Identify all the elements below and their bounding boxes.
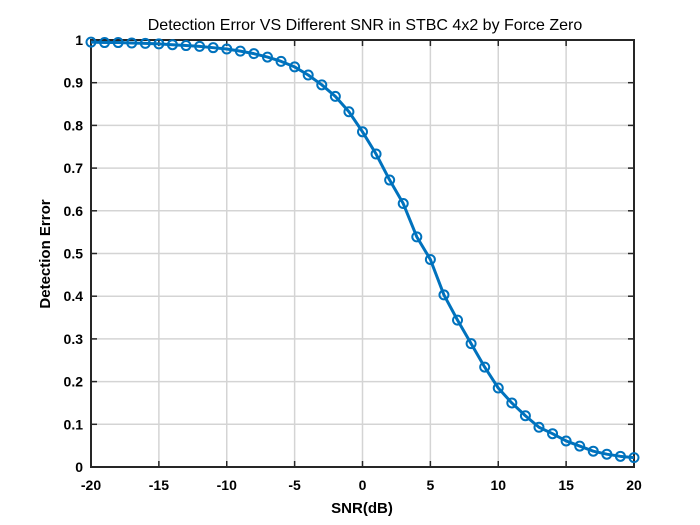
y-tick-label: 0.5 xyxy=(64,246,84,262)
x-tick-label: -10 xyxy=(217,477,237,493)
data-point-marker xyxy=(519,410,531,422)
data-point-marker xyxy=(112,37,124,49)
data-point-marker xyxy=(411,231,423,243)
data-point-marker xyxy=(248,48,260,60)
data-point-marker xyxy=(316,79,328,91)
data-point-marker xyxy=(275,55,287,67)
data-point-marker xyxy=(139,37,151,49)
x-tick-label: -5 xyxy=(288,477,301,493)
axes: -20 -15 -10 -5 0 5 10 15 20 0 0.1 0.2 0.3 0.4 0.5 0.6 0.… xyxy=(64,32,642,493)
data-point-marker xyxy=(384,174,396,186)
data-point-marker xyxy=(357,126,368,138)
y-axis-label: Detection Error xyxy=(37,199,54,308)
data-point-marker xyxy=(234,45,246,57)
x-tick-label: 5 xyxy=(426,477,434,493)
y-tick-label: 0.8 xyxy=(64,117,84,133)
data-series xyxy=(85,36,640,464)
x-tick-label: 0 xyxy=(359,477,367,493)
y-tick-label: 1 xyxy=(75,32,83,48)
data-point-marker xyxy=(547,428,559,440)
x-tick-label: 10 xyxy=(490,477,506,493)
y-tick-label: 0.2 xyxy=(64,374,84,390)
data-point-marker xyxy=(166,39,178,51)
data-point-marker xyxy=(207,42,219,54)
x-tick-label: -15 xyxy=(149,477,169,493)
x-tick-label: 20 xyxy=(626,477,642,493)
data-point-marker xyxy=(261,51,273,63)
x-axis-label: SNR(dB) xyxy=(331,500,393,517)
x-tick-label: 15 xyxy=(558,477,574,493)
data-point-marker xyxy=(221,43,233,55)
data-point-marker xyxy=(424,253,436,265)
x-tick-label: -20 xyxy=(81,477,101,493)
data-point-marker xyxy=(343,106,355,118)
chart-title: Detection Error VS Different SNR in STBC… xyxy=(148,17,583,34)
data-point-marker xyxy=(452,314,464,326)
data-point-marker xyxy=(560,435,572,447)
data-point-marker xyxy=(628,452,640,464)
data-point-marker xyxy=(180,40,192,52)
y-tick-label: 0.1 xyxy=(64,416,84,432)
data-point-marker xyxy=(465,338,477,350)
data-point-marker xyxy=(492,382,504,394)
data-point-marker xyxy=(397,198,409,210)
data-point-marker xyxy=(289,61,301,73)
data-point-marker xyxy=(479,361,491,373)
y-tick-label: 0.4 xyxy=(64,288,84,304)
data-point-marker xyxy=(533,421,545,433)
data-point-marker xyxy=(126,37,138,49)
data-point-marker xyxy=(85,36,97,48)
y-tick-label: 0.9 xyxy=(64,75,84,91)
data-point-marker xyxy=(506,397,518,409)
y-tick-label: 0.3 xyxy=(64,331,84,347)
data-point-marker xyxy=(438,289,450,301)
data-point-marker xyxy=(153,38,165,50)
data-point-marker xyxy=(370,148,382,160)
y-tick-label: 0.6 xyxy=(64,203,84,219)
data-point-marker xyxy=(587,445,599,457)
data-point-marker xyxy=(99,37,111,49)
data-point-marker xyxy=(302,69,314,81)
data-point-marker xyxy=(574,440,586,452)
data-point-marker xyxy=(614,450,626,462)
y-tick-label: 0 xyxy=(75,459,83,475)
data-point-marker xyxy=(329,90,341,102)
data-point-marker xyxy=(194,40,206,52)
data-point-marker xyxy=(601,448,613,460)
y-tick-label: 0.7 xyxy=(64,160,84,176)
